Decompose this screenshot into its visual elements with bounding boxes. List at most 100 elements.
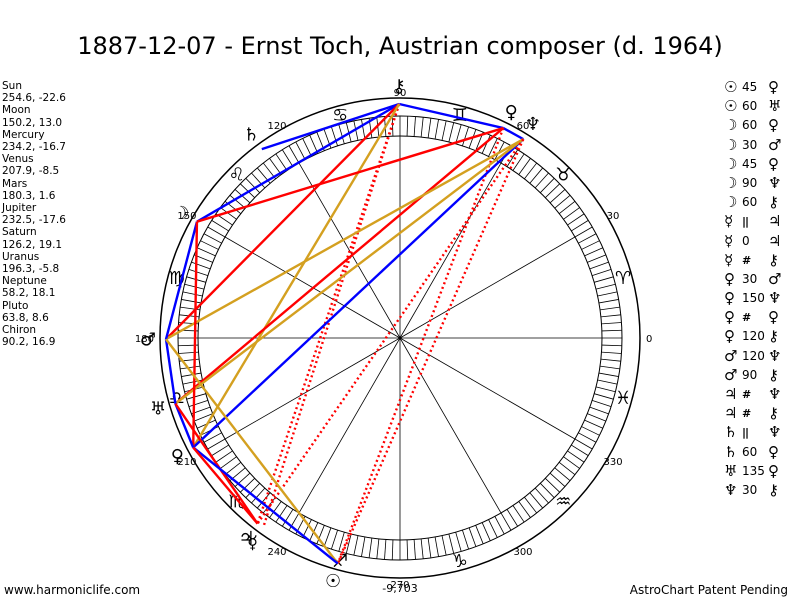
degree-tick <box>584 419 603 429</box>
degree-tick <box>331 126 338 147</box>
aspect-planet-2-icon: ⚷ <box>768 193 779 212</box>
degree-tick <box>302 138 312 157</box>
mars-icon: ♂ <box>140 329 156 350</box>
degree-tick <box>275 153 288 171</box>
degree-tick <box>589 406 609 415</box>
degree-tick <box>584 247 603 257</box>
aspect-planet-1-icon: ♀ <box>724 327 735 346</box>
aspect-line <box>174 138 525 405</box>
degree-tick <box>331 529 338 550</box>
planet-coords: 254.6, -22.6 <box>2 92 66 105</box>
degree-tick <box>207 438 226 450</box>
aspect-row: ♀ 150 ♆ <box>724 289 786 308</box>
degree-label: 0 <box>646 334 652 345</box>
degree-tick <box>191 261 211 270</box>
degree-tick <box>512 505 525 523</box>
degree-tick <box>545 478 560 493</box>
degree-tick <box>529 167 544 184</box>
aspect-planet-1-icon: ♃ <box>724 385 738 403</box>
degree-tick <box>534 487 549 504</box>
degree-tick <box>558 462 576 475</box>
aspect-row: ☽ 60 ⚷ <box>724 193 786 212</box>
aspect-angle: # <box>742 311 751 325</box>
zodiac-sign-icon: ♑ <box>452 551 468 572</box>
degree-tick <box>587 413 606 422</box>
moon-icon: ☽ <box>173 203 189 224</box>
aspect-planet-2-icon: ♂ <box>768 135 782 154</box>
degree-label: 270 <box>390 580 409 591</box>
degree-tick <box>288 512 300 531</box>
planet-name: Pluto <box>2 299 29 312</box>
degree-tick <box>338 124 345 144</box>
aspect-row: ☿ || ♃ <box>724 212 786 231</box>
aspect-angle: 60 <box>742 444 758 459</box>
degree-tick <box>295 141 306 160</box>
aspect-angle: 135 <box>742 463 765 478</box>
degree-tick <box>468 527 477 547</box>
zodiac-sign-icon: ♓ <box>615 388 631 409</box>
bottom-value: -9,703 <box>382 582 418 595</box>
aspect-planet-2-icon: ♆ <box>768 289 782 308</box>
degree-tick <box>441 535 447 556</box>
aspect-angle: || <box>742 215 749 229</box>
degree-tick <box>275 505 288 523</box>
degree-label: 180 <box>135 334 154 345</box>
degree-tick <box>468 129 477 149</box>
planet-coords: 90.2, 16.9 <box>2 336 56 349</box>
degree-tick <box>448 533 455 554</box>
degree-tick <box>500 512 512 531</box>
aspect-planet-2-icon: ♀ <box>768 461 779 480</box>
planet-coords: 234.2, -16.7 <box>2 141 66 154</box>
degree-tick <box>420 538 424 559</box>
degree-tick <box>427 118 432 139</box>
aspect-planet-2-icon: ♀ <box>768 442 779 461</box>
degree-tick <box>591 269 612 276</box>
degree-tick <box>251 487 266 504</box>
aspect-row: ☽ 90 ♆ <box>724 174 786 193</box>
aspect-row: ♄ || ♆ <box>724 423 786 442</box>
zodiac-sign-icon: ♐ <box>332 551 348 572</box>
zodiac-sign-icon: ♈ <box>615 268 631 289</box>
aspect-row: ☽ 30 ♂ <box>724 136 786 155</box>
degree-tick <box>581 240 600 250</box>
aspect-row: ♀ 30 ♂ <box>724 270 786 289</box>
degree-tick <box>600 314 621 318</box>
aspect-planet-1-icon: ♂ <box>724 365 738 384</box>
aspect-angle: 60 <box>742 99 758 114</box>
aspect-angle: 90 <box>742 367 758 382</box>
aspect-planet-1-icon: ♀ <box>724 289 735 308</box>
planet-name: Venus <box>2 153 34 166</box>
aspect-planet-1-icon: ♀ <box>724 269 735 288</box>
aspect-planet-1-icon: ♄ <box>724 423 738 442</box>
degree-tick <box>587 254 606 263</box>
degree-tick <box>368 537 373 558</box>
degree-tick <box>567 450 585 463</box>
degree-tick <box>203 233 222 244</box>
aspect-line <box>165 103 401 341</box>
planet-name: Chiron <box>2 324 37 337</box>
aspect-line <box>256 103 401 525</box>
degree-tick <box>302 519 312 538</box>
aspect-angle: 0 <box>742 233 750 248</box>
aspect-angle: 30 <box>742 271 758 286</box>
aspect-planet-1-icon: ♆ <box>724 480 738 499</box>
degree-tick <box>406 539 409 560</box>
aspect-angle: 60 <box>742 118 758 133</box>
degree-tick <box>361 119 366 140</box>
pluto-icon: ♀ <box>505 102 518 123</box>
aspect-line <box>192 446 259 525</box>
aspect-row: ♃ # ⚷ <box>724 404 786 423</box>
degree-label: 240 <box>267 547 286 558</box>
aspect-angle: 60 <box>742 195 758 210</box>
degree-tick <box>574 438 593 450</box>
website-link[interactable]: www.harmoniclife.com <box>4 583 141 597</box>
planet-position-list: Sun 254.6, -22.6 Moon 150.2, 13.0 Mercury 234… <box>2 80 66 348</box>
degree-tick <box>361 536 366 557</box>
aspect-line <box>261 103 401 529</box>
degree-tick <box>220 456 237 469</box>
degree-tick <box>601 322 622 325</box>
degree-tick <box>282 149 294 167</box>
aspect-planet-1-icon: ☿ <box>724 231 734 250</box>
aspect-line <box>191 221 199 448</box>
